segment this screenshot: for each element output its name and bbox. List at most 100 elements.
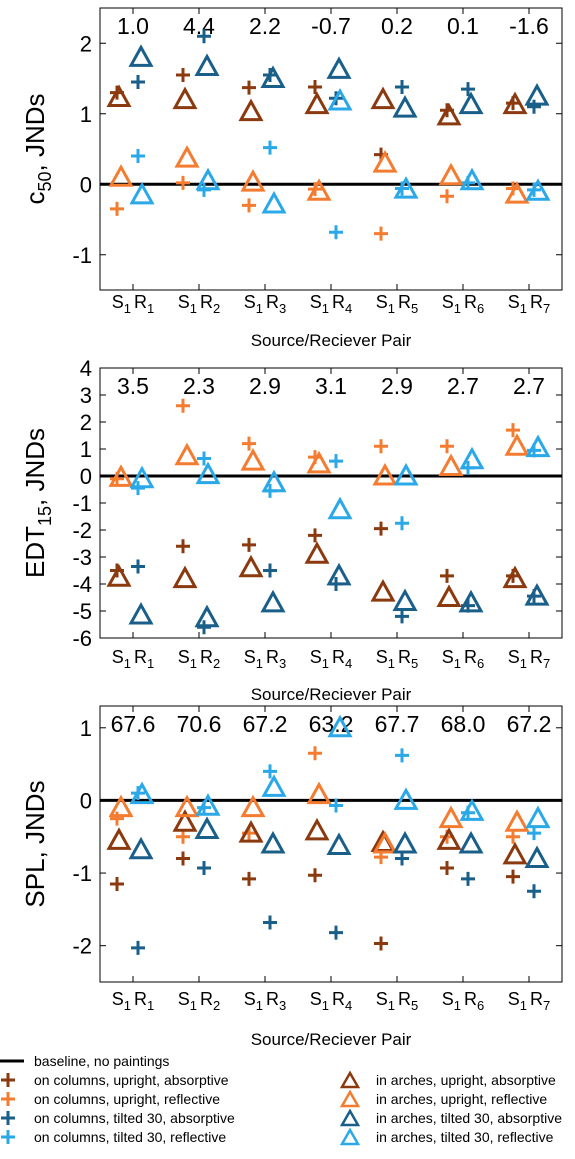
marker-plus-columns-upright-absorptive <box>374 936 388 951</box>
legend-triangle-swatch <box>339 1089 361 1108</box>
x-tick-label-r-sub: 2 <box>213 998 220 1013</box>
x-tick-label-r-sub: 4 <box>345 998 352 1013</box>
marker-triangle-arches-tilted-reflective <box>195 461 221 485</box>
x-tick-label-s: S <box>310 292 322 312</box>
marker-triangle-arches-tilted-absorptive <box>326 832 352 855</box>
x-tick-label-s: S <box>178 647 190 667</box>
marker-triangle-arches-upright-absorptive <box>436 584 462 607</box>
x-tick-label-r: R <box>464 647 477 667</box>
marker-plus-columns-upright-absorptive <box>308 868 322 883</box>
y-axis-label-main: SPL, JNDs <box>20 780 50 907</box>
legend-label: in arches, tilted 30, absorptive <box>376 1110 562 1126</box>
marker-triangle-arches-tilted-absorptive <box>128 601 154 625</box>
marker-triangle-arches-tilted-reflective <box>195 793 221 816</box>
y-axis-label-rest: , JNDs <box>20 428 50 506</box>
marker-plus-columns-upright-reflective <box>110 201 124 216</box>
y-tick-label: -1 <box>72 861 92 886</box>
marker-triangle-arches-tilted-reflective <box>393 462 419 486</box>
marker-triangle-arches-upright-reflective <box>240 448 266 471</box>
x-tick-label: S1 R1 <box>112 989 154 1013</box>
x-tick-label-r-sub: 5 <box>411 656 418 671</box>
marker-triangle-arches-upright-absorptive <box>106 84 132 108</box>
legend-label: in arches, tilted 30, reflective <box>376 1129 554 1145</box>
x-tick-label-s: S <box>508 647 520 667</box>
marker-triangle-arches-tilted-absorptive <box>128 44 154 67</box>
x-tick-label-r-sub: 1 <box>147 656 154 671</box>
x-tick-label-r: R <box>134 647 147 667</box>
marker-triangle-arches-tilted-absorptive <box>524 83 550 106</box>
marker-plus-columns-tilted-absorptive <box>329 925 343 940</box>
marker-triangle-arches-upright-reflective <box>174 794 200 818</box>
marker-triangle-arches-tilted-reflective <box>327 496 353 520</box>
x-tick-label-s: S <box>244 989 256 1009</box>
x-tick-label-s-sub: 1 <box>256 301 263 316</box>
y-axis-label: EDT15, JNDs <box>20 428 55 578</box>
x-tick-label-r: R <box>266 647 279 667</box>
marker-triangle-arches-tilted-reflective <box>393 176 419 199</box>
legend-label: in arches, upright, absorptive <box>376 1072 556 1088</box>
baseline-value-label: 67.2 <box>243 711 288 737</box>
marker-triangle-arches-tilted-absorptive <box>458 589 484 613</box>
marker-triangle-arches-upright-absorptive <box>106 827 132 850</box>
x-tick-label-r: R <box>530 989 543 1009</box>
marker-triangle-arches-tilted-absorptive <box>392 95 418 118</box>
x-tick-label-s: S <box>244 647 256 667</box>
x-tick-label-r-sub: 1 <box>147 998 154 1013</box>
y-tick-label: -2 <box>72 934 92 959</box>
baseline-value-label: 2.9 <box>381 373 413 399</box>
x-tick-label-s-sub: 1 <box>520 998 527 1013</box>
marker-plus-columns-tilted-reflective <box>329 454 343 469</box>
marker-triangle-arches-upright-absorptive <box>370 86 396 110</box>
x-tick-label-r: R <box>134 989 147 1009</box>
marker-triangle-arches-upright-reflective <box>174 442 200 466</box>
y-tick-label: 3 <box>80 383 92 408</box>
x-tick-label-r: R <box>134 292 147 312</box>
x-tick-label: S1 R2 <box>178 292 220 316</box>
marker-plus-columns-upright-reflective <box>176 829 190 844</box>
x-tick-label-s: S <box>178 989 190 1009</box>
x-tick-label-s: S <box>376 292 388 312</box>
y-tick-label: 2 <box>80 31 92 56</box>
marker-triangle-arches-tilted-absorptive <box>128 836 154 860</box>
marker-triangle-arches-upright-reflective <box>372 830 398 854</box>
x-tick-label: S1 R3 <box>244 989 286 1013</box>
x-tick-label-r: R <box>530 292 543 312</box>
x-tick-label-r: R <box>200 292 213 312</box>
marker-plus-columns-upright-absorptive <box>308 79 322 94</box>
x-tick-label-s-sub: 1 <box>388 301 395 316</box>
y-axis-label-main: c <box>20 192 50 205</box>
marker-triangle-arches-tilted-absorptive <box>392 830 418 854</box>
marker-plus-columns-tilted-absorptive <box>131 559 145 574</box>
marker-triangle-arches-tilted-absorptive <box>392 588 418 612</box>
x-tick-label: S1 R2 <box>178 989 220 1013</box>
x-tick-label: S1 R4 <box>310 647 352 671</box>
y-tick-label: 1 <box>80 102 92 127</box>
baseline-value-label: 2.7 <box>447 373 479 399</box>
marker-triangle-arches-tilted-reflective <box>261 190 287 214</box>
marker-plus-columns-upright-absorptive <box>242 871 256 886</box>
x-tick-label-s: S <box>112 989 124 1009</box>
marker-triangle-arches-tilted-absorptive <box>260 589 286 613</box>
baseline-value-label: 67.7 <box>375 711 420 737</box>
marker-triangle-arches-upright-reflective <box>438 805 464 829</box>
x-tick-label-r-sub: 2 <box>213 656 220 671</box>
baseline-value-label: 67.6 <box>111 711 156 737</box>
marker-triangle-arches-tilted-reflective <box>525 178 551 201</box>
x-tick-label-s-sub: 1 <box>520 301 527 316</box>
marker-triangle-arches-tilted-absorptive <box>326 56 352 79</box>
marker-triangle-arches-upright-reflective <box>372 462 398 486</box>
x-tick-label-s-sub: 1 <box>190 656 197 671</box>
marker-triangle-arches-upright-absorptive <box>238 554 264 578</box>
y-tick-label: -2 <box>72 518 92 543</box>
marker-plus-columns-tilted-absorptive <box>461 871 475 886</box>
plot-frame <box>99 705 563 983</box>
marker-triangle-arches-upright-absorptive <box>436 102 462 126</box>
marker-plus-columns-tilted-reflective <box>395 516 409 531</box>
marker-plus-columns-tilted-reflective <box>263 764 277 779</box>
marker-plus-columns-upright-reflective <box>440 189 454 204</box>
marker-plus-columns-upright-absorptive <box>176 539 190 554</box>
marker-triangle-arches-upright-absorptive <box>370 579 396 602</box>
x-tick-label-r-sub: 7 <box>543 301 550 316</box>
marker-plus-columns-upright-absorptive <box>440 568 454 583</box>
marker-triangle-arches-tilted-reflective <box>459 798 485 821</box>
